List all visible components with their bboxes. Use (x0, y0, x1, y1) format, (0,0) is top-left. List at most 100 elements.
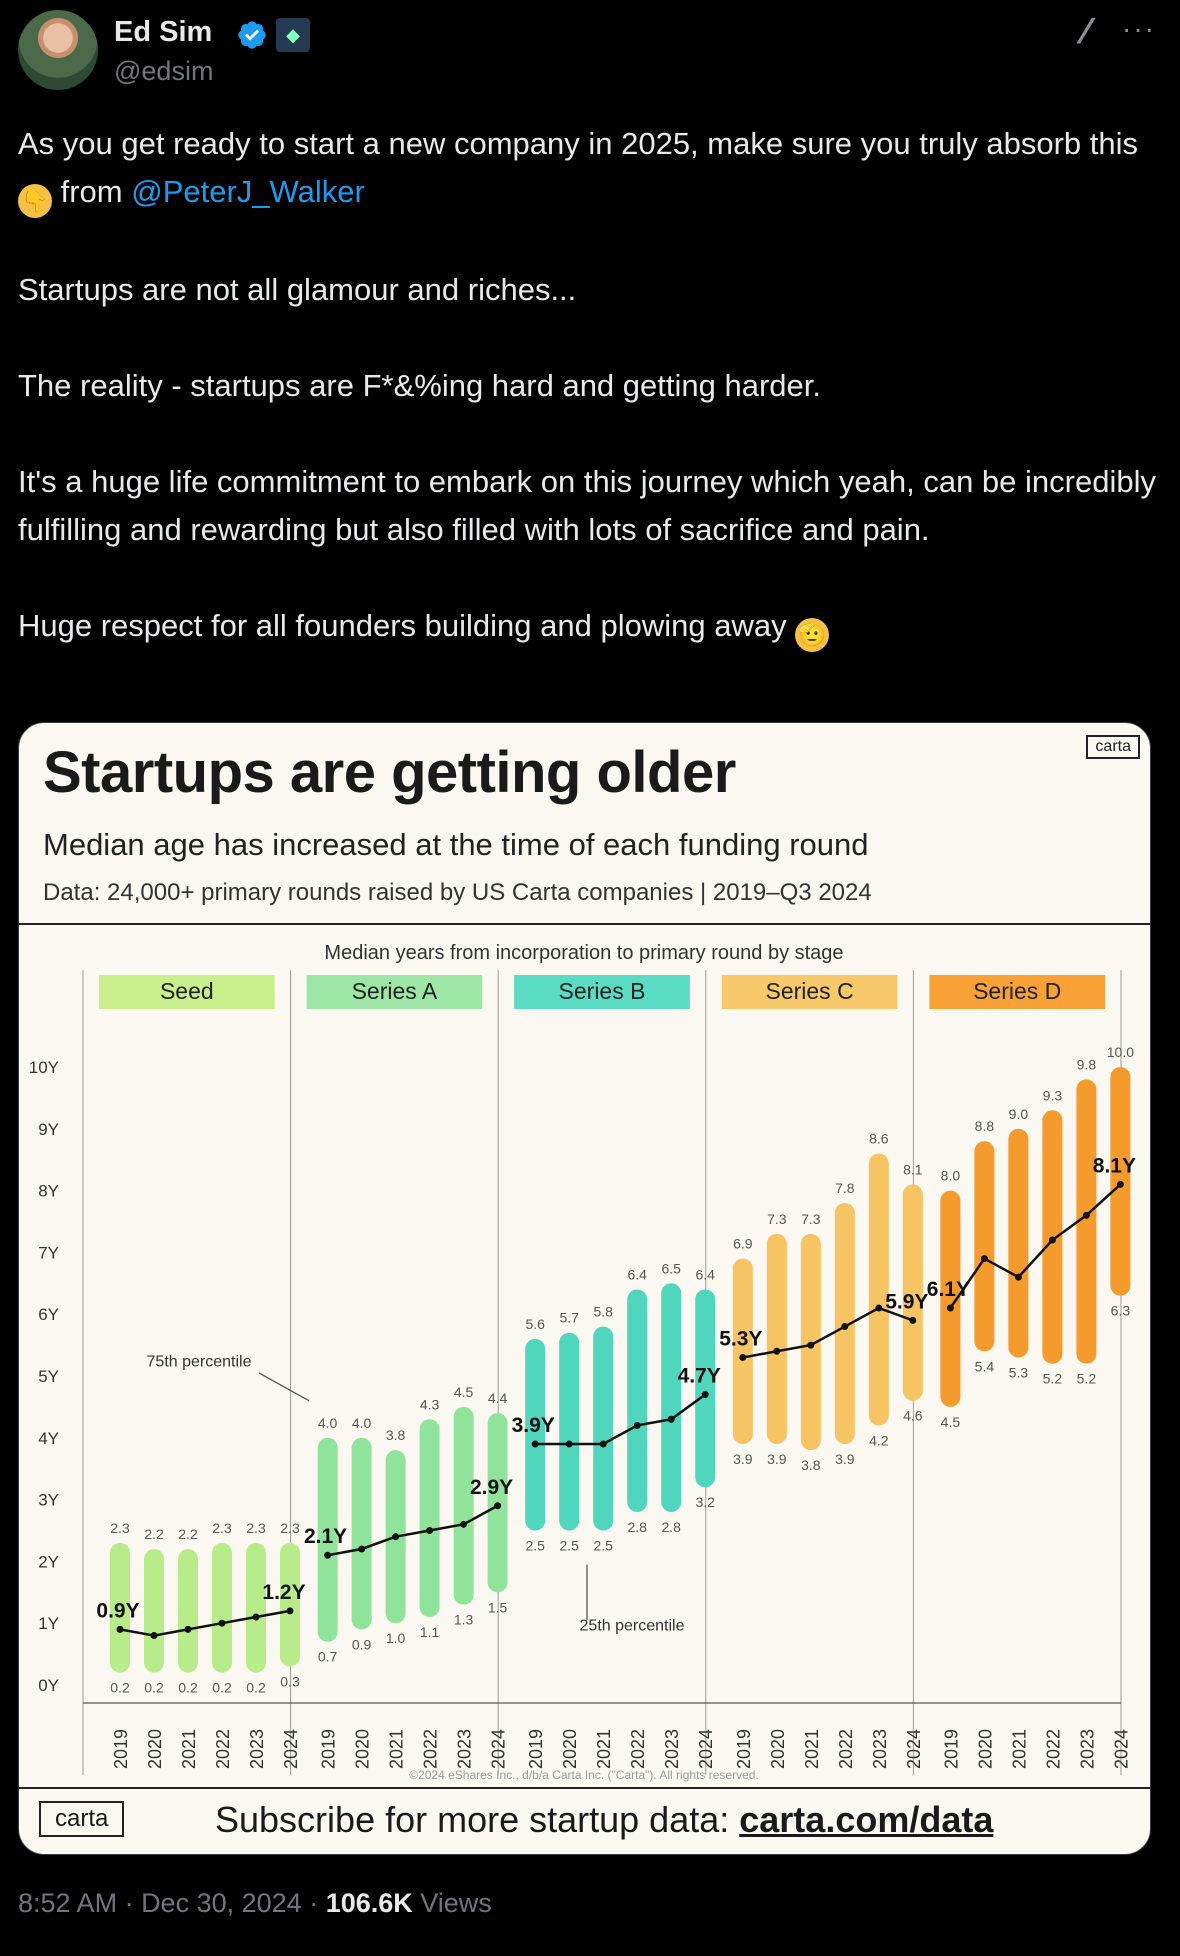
range-bar (766, 1233, 787, 1444)
median-value-label: 5.3Y (719, 1327, 762, 1350)
median-point (460, 1520, 468, 1528)
x-tick-label: 2019 (734, 1729, 754, 1769)
p25-value-label: 2.5 (559, 1538, 579, 1554)
median-line (119, 1609, 291, 1637)
median-point (1014, 1273, 1022, 1281)
median-line (535, 1393, 706, 1446)
p75-value-label: 5.6 (525, 1316, 545, 1332)
more-options-icon[interactable]: ··· (1122, 13, 1156, 44)
copyright-text: ©2024 eShares Inc., d/b/a Carta Inc. ("C… (409, 1768, 759, 1782)
author-handle[interactable]: @edsim (114, 56, 214, 86)
range-bar (627, 1289, 648, 1512)
tweet-paragraph-3: The reality - startups are F*&%ing hard … (18, 368, 821, 403)
stage-label: Series B (559, 978, 646, 1004)
range-bar (732, 1258, 753, 1444)
median-value-label: 3.9Y (512, 1414, 555, 1437)
range-bar (280, 1542, 300, 1667)
range-bar (661, 1283, 682, 1512)
median-value-label: 4.7Y (678, 1365, 721, 1388)
x-tick-label: 2024 (696, 1729, 716, 1769)
p25-value-label: 1.3 (454, 1612, 474, 1628)
footer-link[interactable]: carta.com/data (739, 1799, 994, 1840)
range-bar (593, 1326, 614, 1531)
p75-value-label: 6.4 (627, 1266, 647, 1282)
median-line (949, 1183, 1122, 1309)
carta-logo: carta (1086, 735, 1140, 759)
median-point (980, 1255, 988, 1263)
mention-link[interactable]: @PeterJ_Walker (131, 174, 365, 209)
p25-value-label: 0.2 (212, 1680, 232, 1696)
tweet-paragraph-2: Startups are not all glamour and riches.… (18, 272, 577, 307)
p25-value-label: 0.3 (280, 1673, 300, 1689)
p25-value-label: 0.2 (110, 1680, 130, 1696)
p75-value-label: 4.0 (352, 1415, 372, 1431)
views-count: 106.6K (325, 1888, 413, 1918)
avatar[interactable] (18, 10, 98, 90)
p25-annotation: 25th percentile (580, 1618, 685, 1635)
p75-value-label: 9.3 (1043, 1087, 1063, 1103)
y-tick-label: 0Y (38, 1676, 59, 1695)
grok-icon[interactable]: ⁄ (1083, 12, 1089, 52)
x-tick-label: 2019 (941, 1729, 961, 1769)
tweet-time[interactable]: 8:52 AM (18, 1888, 118, 1918)
x-tick-label: 2024 (1111, 1729, 1131, 1769)
p75-value-label: 9.0 (1009, 1106, 1029, 1122)
media-card[interactable]: carta Startups are getting older Median … (18, 722, 1151, 1855)
stage-label-box (929, 975, 1105, 1009)
x-tick-label: 2022 (213, 1729, 233, 1769)
p25-value-label: 0.2 (144, 1680, 164, 1696)
chart: Median years from incorporation to prima… (29, 942, 1136, 1782)
median-point (946, 1304, 954, 1312)
footer-cta: Subscribe for more startup data: carta.c… (215, 1799, 993, 1841)
median-point (807, 1341, 815, 1349)
x-tick-label: 2022 (628, 1729, 648, 1769)
p25-value-label: 3.9 (733, 1451, 753, 1467)
p25-value-label: 0.9 (352, 1636, 372, 1652)
median-point (739, 1353, 747, 1361)
y-tick-label: 7Y (38, 1243, 59, 1262)
p75-value-label: 5.8 (593, 1304, 613, 1320)
median-point (531, 1440, 539, 1448)
range-bar (351, 1437, 372, 1630)
x-tick-label: 2020 (560, 1729, 580, 1769)
author-name[interactable]: Ed Sim (114, 16, 213, 48)
x-tick-label: 2023 (1077, 1729, 1097, 1769)
separator: · (117, 1888, 142, 1918)
median-point (909, 1316, 917, 1324)
p25-value-label: 1.0 (386, 1630, 406, 1646)
median-point (875, 1304, 883, 1312)
median-value-label: 5.9Y (885, 1290, 928, 1313)
x-tick-label: 2023 (455, 1729, 475, 1769)
p25-value-label: 0.7 (318, 1649, 338, 1665)
p25-value-label: 0.2 (246, 1680, 266, 1696)
median-line (327, 1504, 499, 1557)
median-point (841, 1323, 849, 1331)
tweet-meta: 8:52 AM · Dec 30, 2024 · 106.6K Views (18, 1888, 492, 1919)
p75-value-label: 8.0 (941, 1168, 961, 1184)
stage-label: Series A (352, 978, 438, 1004)
p25-value-label: 3.2 (695, 1494, 715, 1510)
pointing-down-emoji-icon: 👇 (18, 184, 52, 218)
p75-value-label: 7.8 (835, 1180, 855, 1196)
x-tick-label: 2023 (247, 1729, 267, 1769)
tweet-text: As you get ready to start a new company … (18, 120, 1162, 652)
x-tick-label: 2021 (387, 1729, 407, 1769)
verified-badge-icon[interactable] (236, 19, 268, 51)
p25-value-label: 3.8 (801, 1457, 821, 1473)
y-tick-label: 5Y (38, 1367, 59, 1386)
tweet-paragraph-4: It's a huge life commitment to embark on… (18, 464, 1156, 547)
p25-value-label: 1.1 (420, 1624, 440, 1640)
x-tick-label: 2020 (768, 1729, 788, 1769)
annotation-arrow (258, 1372, 310, 1402)
separator: · (301, 1888, 326, 1918)
tweet-date[interactable]: Dec 30, 2024 (141, 1888, 302, 1918)
x-tick-label: 2024 (904, 1729, 924, 1769)
p75-value-label: 2.3 (246, 1520, 266, 1536)
p75-value-label: 5.7 (559, 1310, 579, 1326)
p75-value-label: 2.3 (110, 1520, 130, 1536)
median-point (358, 1545, 366, 1553)
p75-value-label: 4.3 (420, 1396, 440, 1412)
p75-value-label: 10.0 (1107, 1044, 1134, 1060)
affiliate-badge-icon[interactable]: ◆ (276, 18, 310, 52)
range-bar (419, 1419, 440, 1618)
